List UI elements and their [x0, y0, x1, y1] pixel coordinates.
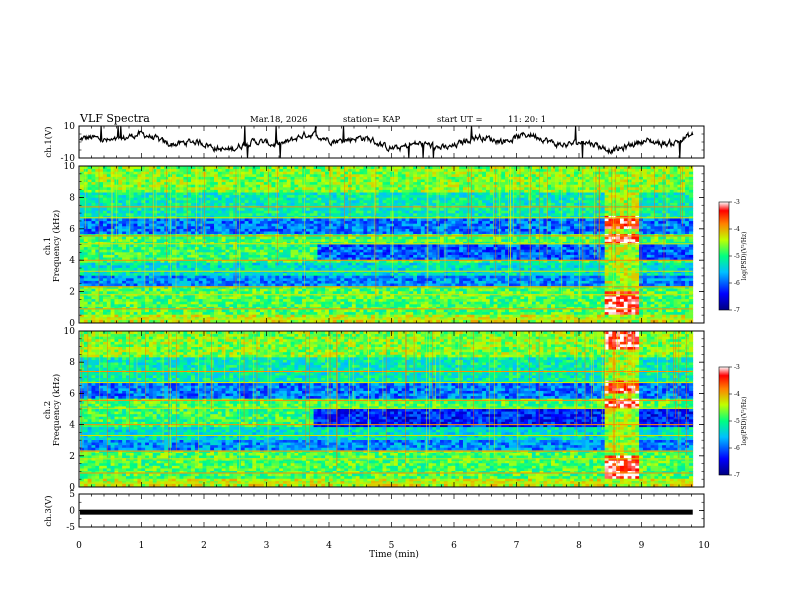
ch2-spec-ylabel-prefix: ch.2	[43, 401, 53, 419]
x-tick-3: 3	[264, 541, 270, 551]
x-tick-9: 9	[639, 541, 645, 551]
header-date: Mar.18, 2026	[250, 115, 307, 125]
ch3-waveform-ytick-1: 0	[69, 507, 75, 517]
header-start-label: start UT =	[437, 115, 483, 125]
x-tick-7: 7	[514, 541, 520, 551]
ch2-spectrogram-panel: 0 2 4 6 8 10	[64, 327, 705, 493]
ch2-colorbar-tick-1: -4	[734, 391, 740, 398]
ch2-spectrogram-ytick-5: 10	[64, 327, 76, 337]
ch2-colorbar-tick-2: -5	[734, 418, 740, 425]
ch1-colorbar-tick-2: -5	[734, 253, 740, 260]
ch1-waveform-panel: 10 -10	[61, 122, 705, 164]
ch2-spectrogram-ytick-2: 4	[69, 421, 75, 431]
chart-title: VLF Spectra	[79, 112, 150, 125]
ch2-spec-ylabel: Frequency (kHz)	[51, 374, 62, 446]
ch2-spectrogram-ytick-1: 2	[69, 452, 75, 462]
ch1-spectrogram-ytick-5: 10	[64, 162, 76, 172]
ch3-waveform-ytick-0: 5	[69, 490, 75, 500]
ch1-waveform-ytick-1: -10	[61, 154, 76, 164]
ch1-spectrogram-ytick-4: 8	[69, 193, 75, 203]
ch2-colorbar-tick-3: -6	[734, 445, 740, 452]
ch1-waveform-ylabel: ch.1(V)	[43, 126, 54, 157]
ch1-colorbar-tick-0: -3	[734, 199, 740, 206]
ch1-spectrogram-ytick-0: 0	[69, 319, 75, 329]
x-tick-10: 10	[698, 541, 710, 551]
x-tick-8: 8	[576, 541, 582, 551]
ch3-waveform-ytick-2: -5	[66, 523, 75, 533]
ch1-spectrogram-cells	[80, 166, 694, 323]
ch2-spectrogram-ytick-3: 6	[69, 389, 75, 399]
ch3-waveform-line	[80, 509, 693, 515]
ch1-waveform-line	[79, 126, 694, 158]
ch2-colorbar	[718, 366, 730, 476]
ch2-colorbar-label: log(PSD)(V²/Hz)	[741, 397, 748, 446]
x-tick-0: 0	[76, 541, 82, 551]
ch2-spectrogram-cells	[80, 331, 694, 487]
ch3-waveform-panel: 5 0 -5	[66, 490, 705, 533]
ch1-waveform-ytick-0: 10	[64, 122, 76, 132]
ch1-colorbar-tick-4: -7	[734, 307, 740, 314]
ch1-colorbar-tick-1: -4	[734, 226, 740, 233]
ch1-spec-ylabel-prefix: ch.1	[43, 237, 53, 255]
header-station: station= KAP	[343, 115, 401, 125]
ch1-spec-ylabel: Frequency (kHz)	[51, 210, 62, 282]
x-tick-6: 6	[451, 541, 457, 551]
ch1-spectrogram-ytick-3: 6	[69, 225, 75, 235]
ch3-waveform-ylabel: ch.3(V)	[43, 495, 54, 526]
ch1-colorbar	[718, 201, 730, 311]
x-tick-2: 2	[201, 541, 207, 551]
ch1-spectrogram-ytick-2: 4	[69, 256, 75, 266]
x-tick-5: 5	[389, 541, 395, 551]
x-tick-1: 1	[139, 541, 145, 551]
ch2-colorbar-tick-4: -7	[734, 472, 740, 479]
ch2-spectrogram-ytick-0: 0	[69, 483, 75, 493]
ch2-spectrogram-ytick-4: 8	[69, 358, 75, 368]
ch2-colorbar-tick-0: -3	[734, 364, 740, 371]
x-axis-label: Time (min)	[369, 549, 419, 560]
ch1-spectrogram-panel: 0 2 4 6 8 10	[64, 162, 705, 329]
ch1-colorbar-tick-3: -6	[734, 280, 740, 287]
x-tick-4: 4	[326, 541, 332, 551]
header-start-time: 11: 20: 1	[508, 115, 546, 125]
ch1-colorbar-label: log(PSD)(V²/Hz)	[741, 232, 748, 281]
ch1-spectrogram-ytick-1: 2	[69, 288, 75, 298]
